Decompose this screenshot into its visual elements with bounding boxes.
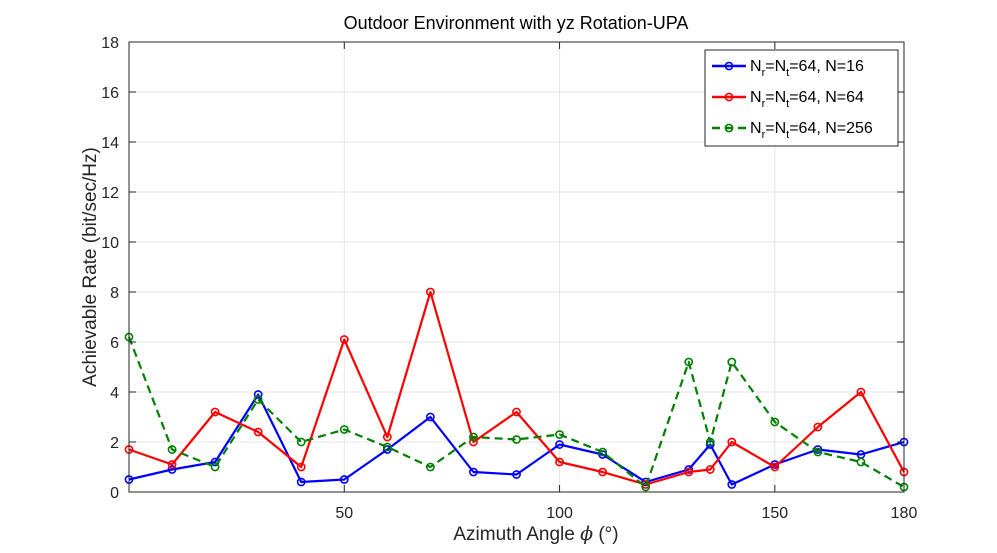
data-point [469,467,478,477]
legend-label-n256: Nr=Nt=64, N=256 [750,120,873,141]
data-point [253,395,263,404]
data-point [856,457,866,467]
data-point [641,482,651,492]
data-point [512,470,521,479]
data-point [684,467,694,477]
y-tick-label: 14 [101,135,119,152]
legend-entry-n256: Nr=Nt=64, N=256 [712,120,873,141]
data-point [469,437,478,447]
data-point [512,435,521,444]
data-point [705,465,715,474]
series-line [128,393,905,486]
data-point [167,465,177,474]
data-point [167,445,177,454]
data-point [339,425,349,434]
data-point [813,422,823,432]
y-tick-label: 8 [110,285,119,302]
data-point [296,437,306,447]
data-point [253,390,263,399]
data-point [296,477,306,487]
tick-labels: 50 100 150 180 0 2 4 6 8 10 12 14 16 18 [101,35,917,522]
y-axis-label: Achievable Rate (bit/sec/Hz) [80,147,101,387]
data-point [469,432,478,442]
y-tick-label: 4 [110,385,119,402]
data-point [425,462,435,472]
x-axis-label-symbol: ϕ [580,523,593,545]
data-point [253,427,263,437]
data-point [770,417,780,427]
data-point [684,357,694,367]
data-point [339,475,349,484]
legend-marker-n64 [724,92,734,102]
data-point [425,412,435,422]
axes-box [128,41,905,493]
data-point [598,467,608,477]
data-point [382,432,392,442]
x-tick-label: 100 [546,505,573,522]
data-point [813,447,823,457]
tick-marks [129,41,905,493]
data-point [296,462,306,472]
x-tick-label: 150 [761,505,788,522]
data-point [425,287,435,297]
y-tick-label: 18 [101,35,119,52]
data-point [210,462,220,472]
y-tick-label: 0 [110,485,119,502]
data-point [555,430,564,439]
data-point [210,407,220,417]
data-point [555,457,564,467]
data-point [167,460,177,469]
legend-label-n16: Nr=Nt=64, N=16 [750,58,864,79]
data-point [339,335,349,344]
legend-marker-n16 [724,61,734,71]
data-point [856,387,866,397]
y-tick-label: 6 [110,335,119,352]
legend: Nr=Nt=64, N=16 Nr=Nt=64, N=64 Nr=Nt=64, … [704,49,899,147]
y-tick-label: 16 [101,85,119,102]
data-point [705,437,715,447]
x-axis-label-suffix: (°) [593,524,619,545]
x-axis-label: Azimuth Angle ϕ (°) [453,523,618,545]
series-line [127,336,905,489]
x-tick-label: 180 [891,505,918,522]
y-tick-label: 10 [101,235,119,252]
data-point [727,357,737,367]
legend-label-n64: Nr=Nt=64, N=64 [750,89,864,110]
x-axis-label-prefix: Azimuth Angle [453,524,580,545]
data-point [512,407,521,417]
y-tick-label: 2 [110,435,119,452]
series-layer [124,287,909,492]
data-point [770,462,780,472]
y-tick-label: 12 [101,185,119,202]
legend-entry-n16: Nr=Nt=64, N=16 [712,58,864,79]
x-tick-label: 50 [335,505,353,522]
legend-marker-n256 [724,123,734,133]
data-point [382,442,392,452]
data-point [727,480,737,489]
chart-title: Outdoor Environment with yz Rotation-UPA [344,13,689,33]
legend-entry-n64: Nr=Nt=64, N=64 [712,89,864,110]
data-point [727,437,737,447]
data-point [598,447,608,457]
data-point [555,440,564,449]
